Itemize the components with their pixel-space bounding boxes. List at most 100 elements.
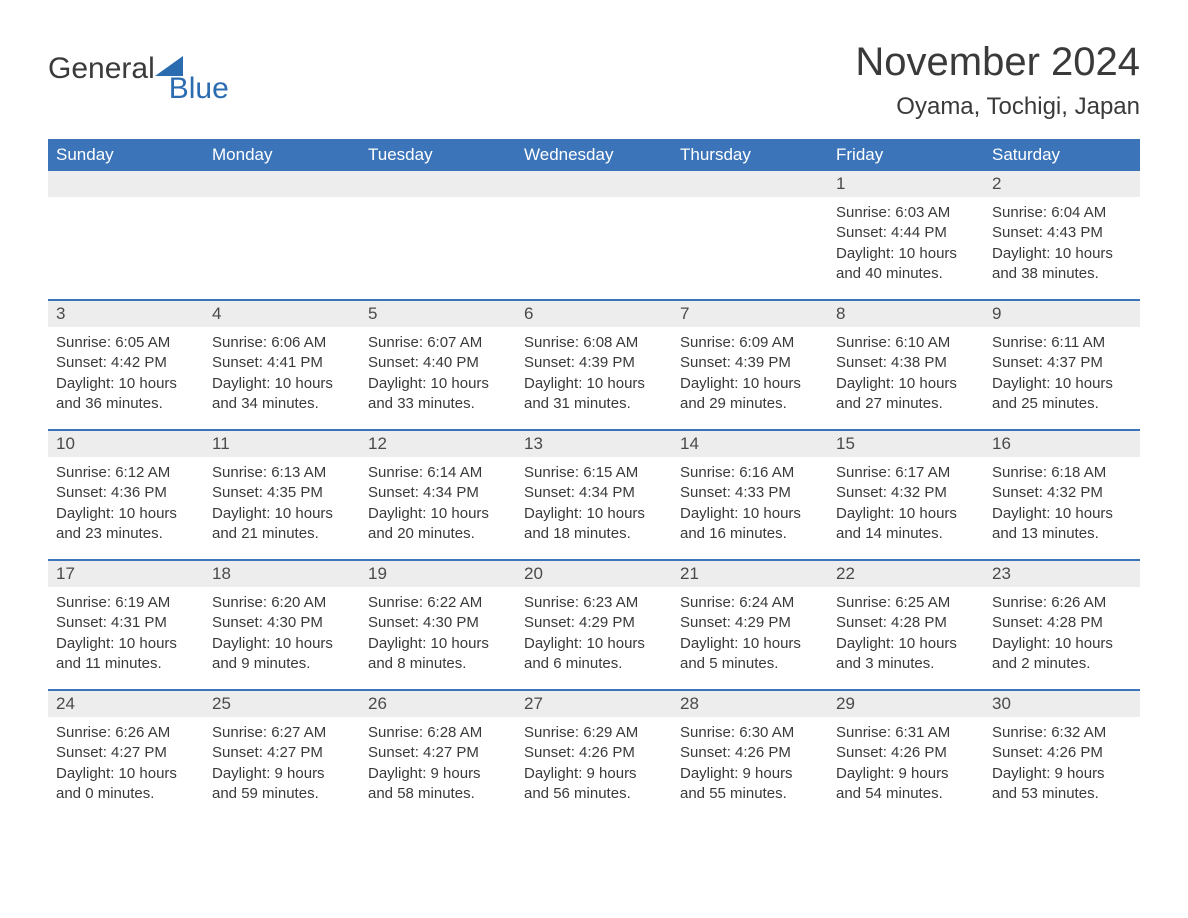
brand-logo: General Blue <box>48 40 247 84</box>
daylight-text: Daylight: 10 hours and 38 minutes. <box>992 244 1132 285</box>
day-body: Sunrise: 6:13 AMSunset: 4:35 PMDaylight:… <box>204 457 360 552</box>
day-cell: 18Sunrise: 6:20 AMSunset: 4:30 PMDayligh… <box>204 561 360 689</box>
day-number: 4 <box>204 301 360 327</box>
day-number: 20 <box>516 561 672 587</box>
daylight-text: Daylight: 10 hours and 11 minutes. <box>56 634 196 675</box>
day-body: Sunrise: 6:16 AMSunset: 4:33 PMDaylight:… <box>672 457 828 552</box>
day-body: Sunrise: 6:15 AMSunset: 4:34 PMDaylight:… <box>516 457 672 552</box>
sunrise-text: Sunrise: 6:30 AM <box>680 723 820 743</box>
daylight-text: Daylight: 10 hours and 27 minutes. <box>836 374 976 415</box>
sunrise-text: Sunrise: 6:04 AM <box>992 203 1132 223</box>
day-cell: 6Sunrise: 6:08 AMSunset: 4:39 PMDaylight… <box>516 301 672 429</box>
sunset-text: Sunset: 4:32 PM <box>836 483 976 503</box>
daylight-text: Daylight: 10 hours and 21 minutes. <box>212 504 352 545</box>
day-body: Sunrise: 6:04 AMSunset: 4:43 PMDaylight:… <box>984 197 1140 292</box>
week-row: 24Sunrise: 6:26 AMSunset: 4:27 PMDayligh… <box>48 689 1140 819</box>
sunset-text: Sunset: 4:37 PM <box>992 353 1132 373</box>
day-body: Sunrise: 6:07 AMSunset: 4:40 PMDaylight:… <box>360 327 516 422</box>
week-row: 1Sunrise: 6:03 AMSunset: 4:44 PMDaylight… <box>48 171 1140 299</box>
day-number: 6 <box>516 301 672 327</box>
day-cell: 2Sunrise: 6:04 AMSunset: 4:43 PMDaylight… <box>984 171 1140 299</box>
day-number: 25 <box>204 691 360 717</box>
sunrise-text: Sunrise: 6:09 AM <box>680 333 820 353</box>
day-body: Sunrise: 6:09 AMSunset: 4:39 PMDaylight:… <box>672 327 828 422</box>
weekday-header-cell: Saturday <box>984 139 1140 171</box>
sunset-text: Sunset: 4:26 PM <box>680 743 820 763</box>
day-body: Sunrise: 6:12 AMSunset: 4:36 PMDaylight:… <box>48 457 204 552</box>
day-body: Sunrise: 6:26 AMSunset: 4:28 PMDaylight:… <box>984 587 1140 682</box>
day-cell: 13Sunrise: 6:15 AMSunset: 4:34 PMDayligh… <box>516 431 672 559</box>
daylight-text: Daylight: 10 hours and 6 minutes. <box>524 634 664 675</box>
daylight-text: Daylight: 10 hours and 36 minutes. <box>56 374 196 415</box>
sunset-text: Sunset: 4:27 PM <box>368 743 508 763</box>
calendar: SundayMondayTuesdayWednesdayThursdayFrid… <box>48 139 1140 819</box>
sunrise-text: Sunrise: 6:20 AM <box>212 593 352 613</box>
day-number <box>204 171 360 197</box>
day-body: Sunrise: 6:26 AMSunset: 4:27 PMDaylight:… <box>48 717 204 812</box>
daylight-text: Daylight: 10 hours and 5 minutes. <box>680 634 820 675</box>
day-cell <box>204 171 360 299</box>
sunset-text: Sunset: 4:27 PM <box>212 743 352 763</box>
day-cell: 8Sunrise: 6:10 AMSunset: 4:38 PMDaylight… <box>828 301 984 429</box>
sunrise-text: Sunrise: 6:05 AM <box>56 333 196 353</box>
day-cell: 25Sunrise: 6:27 AMSunset: 4:27 PMDayligh… <box>204 691 360 819</box>
daylight-text: Daylight: 10 hours and 16 minutes. <box>680 504 820 545</box>
day-cell <box>672 171 828 299</box>
sunrise-text: Sunrise: 6:19 AM <box>56 593 196 613</box>
day-body: Sunrise: 6:08 AMSunset: 4:39 PMDaylight:… <box>516 327 672 422</box>
day-number: 14 <box>672 431 828 457</box>
day-body: Sunrise: 6:22 AMSunset: 4:30 PMDaylight:… <box>360 587 516 682</box>
sunset-text: Sunset: 4:40 PM <box>368 353 508 373</box>
brand-word-2: Blue <box>169 74 229 104</box>
daylight-text: Daylight: 10 hours and 23 minutes. <box>56 504 196 545</box>
daylight-text: Daylight: 10 hours and 14 minutes. <box>836 504 976 545</box>
day-body: Sunrise: 6:28 AMSunset: 4:27 PMDaylight:… <box>360 717 516 812</box>
daylight-text: Daylight: 10 hours and 31 minutes. <box>524 374 664 415</box>
day-body: Sunrise: 6:29 AMSunset: 4:26 PMDaylight:… <box>516 717 672 812</box>
day-number: 11 <box>204 431 360 457</box>
sunset-text: Sunset: 4:43 PM <box>992 223 1132 243</box>
sunrise-text: Sunrise: 6:31 AM <box>836 723 976 743</box>
day-number <box>48 171 204 197</box>
daylight-text: Daylight: 9 hours and 53 minutes. <box>992 764 1132 805</box>
day-body: Sunrise: 6:11 AMSunset: 4:37 PMDaylight:… <box>984 327 1140 422</box>
day-number: 19 <box>360 561 516 587</box>
sunrise-text: Sunrise: 6:26 AM <box>992 593 1132 613</box>
day-number: 18 <box>204 561 360 587</box>
day-cell: 3Sunrise: 6:05 AMSunset: 4:42 PMDaylight… <box>48 301 204 429</box>
day-number: 26 <box>360 691 516 717</box>
day-body: Sunrise: 6:24 AMSunset: 4:29 PMDaylight:… <box>672 587 828 682</box>
daylight-text: Daylight: 10 hours and 33 minutes. <box>368 374 508 415</box>
daylight-text: Daylight: 9 hours and 54 minutes. <box>836 764 976 805</box>
day-body: Sunrise: 6:31 AMSunset: 4:26 PMDaylight:… <box>828 717 984 812</box>
sunset-text: Sunset: 4:38 PM <box>836 353 976 373</box>
day-cell: 23Sunrise: 6:26 AMSunset: 4:28 PMDayligh… <box>984 561 1140 689</box>
day-body: Sunrise: 6:23 AMSunset: 4:29 PMDaylight:… <box>516 587 672 682</box>
sunrise-text: Sunrise: 6:06 AM <box>212 333 352 353</box>
day-cell: 14Sunrise: 6:16 AMSunset: 4:33 PMDayligh… <box>672 431 828 559</box>
day-body: Sunrise: 6:18 AMSunset: 4:32 PMDaylight:… <box>984 457 1140 552</box>
daylight-text: Daylight: 10 hours and 25 minutes. <box>992 374 1132 415</box>
day-number <box>672 171 828 197</box>
day-body: Sunrise: 6:05 AMSunset: 4:42 PMDaylight:… <box>48 327 204 422</box>
sunset-text: Sunset: 4:31 PM <box>56 613 196 633</box>
day-number: 27 <box>516 691 672 717</box>
day-cell: 20Sunrise: 6:23 AMSunset: 4:29 PMDayligh… <box>516 561 672 689</box>
sunrise-text: Sunrise: 6:23 AM <box>524 593 664 613</box>
daylight-text: Daylight: 10 hours and 3 minutes. <box>836 634 976 675</box>
sunrise-text: Sunrise: 6:22 AM <box>368 593 508 613</box>
sunrise-text: Sunrise: 6:24 AM <box>680 593 820 613</box>
location-subtitle: Oyama, Tochigi, Japan <box>855 93 1140 121</box>
week-row: 17Sunrise: 6:19 AMSunset: 4:31 PMDayligh… <box>48 559 1140 689</box>
day-number: 15 <box>828 431 984 457</box>
sunrise-text: Sunrise: 6:16 AM <box>680 463 820 483</box>
day-body: Sunrise: 6:32 AMSunset: 4:26 PMDaylight:… <box>984 717 1140 812</box>
day-cell: 5Sunrise: 6:07 AMSunset: 4:40 PMDaylight… <box>360 301 516 429</box>
daylight-text: Daylight: 10 hours and 8 minutes. <box>368 634 508 675</box>
sunrise-text: Sunrise: 6:15 AM <box>524 463 664 483</box>
day-cell: 17Sunrise: 6:19 AMSunset: 4:31 PMDayligh… <box>48 561 204 689</box>
day-body: Sunrise: 6:06 AMSunset: 4:41 PMDaylight:… <box>204 327 360 422</box>
brand-word-1: General <box>48 54 155 84</box>
daylight-text: Daylight: 10 hours and 18 minutes. <box>524 504 664 545</box>
daylight-text: Daylight: 10 hours and 13 minutes. <box>992 504 1132 545</box>
